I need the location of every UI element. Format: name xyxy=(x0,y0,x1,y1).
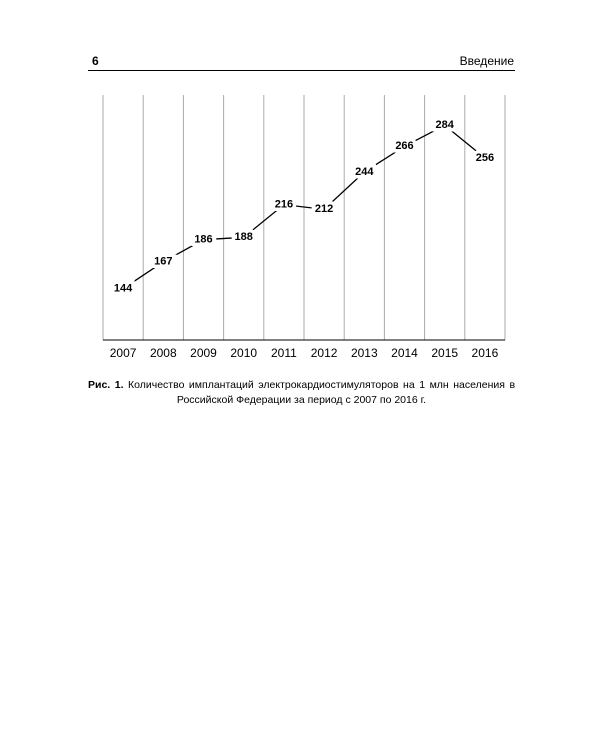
x-tick-label: 2013 xyxy=(351,346,378,360)
x-tick-label: 2011 xyxy=(271,346,297,360)
x-tick-label: 2012 xyxy=(311,346,338,360)
page-number: 6 xyxy=(92,54,99,68)
chart: 2007 2008 2009 2010 2011 2012 2013 2014 2015 2016… xyxy=(102,95,506,360)
figure-caption: Рис. 1. Количество имплантаций электрока… xyxy=(88,378,515,408)
data-label: 216 xyxy=(275,199,293,211)
caption-label: Рис. 1. xyxy=(88,379,124,391)
data-label: 212 xyxy=(315,203,333,215)
data-label: 284 xyxy=(436,119,455,131)
x-tick-label: 2007 xyxy=(110,346,137,360)
x-tick-label: 2016 xyxy=(472,346,499,360)
data-label: 188 xyxy=(235,231,253,243)
data-label: 167 xyxy=(154,256,172,268)
x-tick-label: 2008 xyxy=(150,346,177,360)
data-label: 244 xyxy=(355,166,374,178)
data-label: 266 xyxy=(395,140,413,152)
caption-text: Количество имплантаций электрокардиостим… xyxy=(128,379,516,406)
data-label: 186 xyxy=(194,234,212,246)
line xyxy=(122,124,486,290)
data-label: 256 xyxy=(476,152,494,164)
x-tick-label: 2014 xyxy=(391,346,418,360)
x-tick-label: 2015 xyxy=(431,346,458,360)
data-label: 144 xyxy=(114,283,133,295)
x-tick-label: 2009 xyxy=(190,346,217,360)
running-title: Введение xyxy=(459,54,514,68)
x-tick-label: 2010 xyxy=(230,346,257,360)
header-rule xyxy=(88,70,515,71)
